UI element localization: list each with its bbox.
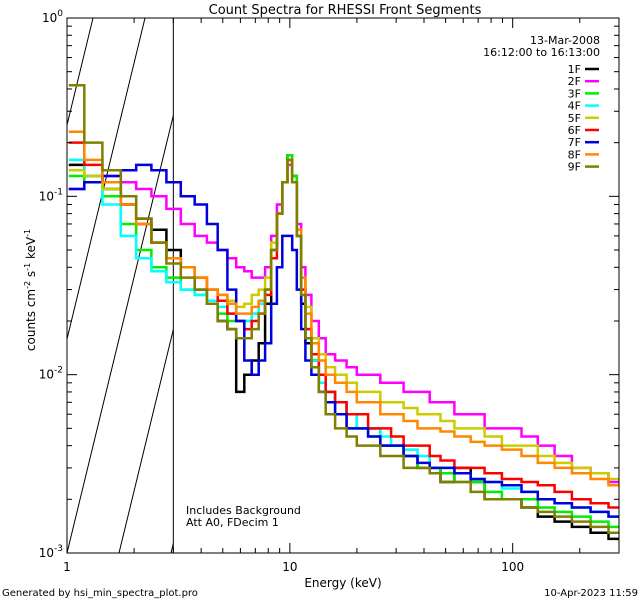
legend-label-9f: 9F (568, 161, 581, 174)
x-tick-label-10: 10 (282, 560, 297, 574)
legend-time-range: 16:12:00 to 16:13:00 (483, 46, 600, 59)
hatch-line (170, 541, 174, 553)
series-group (68, 83, 619, 541)
series-line-5f (68, 158, 619, 481)
legend-label-1f: 1F (568, 63, 581, 76)
series-line-3f (68, 153, 619, 529)
footer-date: 10-Apr-2023 11:59 (544, 588, 638, 599)
y-tick-label: 10-2 (39, 366, 63, 382)
hatch-line (275, 18, 405, 553)
y-tick-labels: 10-3 10-2 10-1 100 (39, 9, 64, 560)
legend-label-2f: 2F (568, 75, 581, 88)
series-line-7f (68, 163, 619, 518)
x-tick-label-1: 1 (63, 560, 71, 574)
series-line-2f (68, 163, 619, 484)
plot-frame (66, 17, 620, 554)
legend-date: 13-Mar-2008 (530, 34, 600, 47)
y-tick-label: 10-3 (39, 544, 63, 560)
hatch-line (0, 18, 41, 553)
y-tick-label: 100 (42, 9, 63, 25)
legend-label-5f: 5F (568, 112, 581, 125)
series-line-8f (68, 130, 619, 487)
annotation-attenuator: Att A0, FDecim 1 (186, 516, 279, 529)
legend-label-7f: 7F (568, 136, 581, 149)
legend-label-8f: 8F (568, 148, 581, 161)
footer-generated-by: Generated by hsi_min_spectra_plot.pro (2, 588, 198, 599)
x-axis-label: Energy (keV) (304, 576, 381, 590)
legend-label-3f: 3F (568, 87, 581, 100)
annotation-background: Includes Background (186, 504, 301, 517)
hatch-line (223, 18, 353, 553)
series-line-9f (68, 83, 619, 534)
chart-title: Count Spectra for RHESSI Front Segments (209, 3, 482, 18)
hatched-region (0, 18, 405, 553)
y-tick-label: 10-1 (39, 187, 63, 203)
y-axis-label: counts cm-2 s-1 keV-1 (23, 229, 38, 351)
hatch-line (67, 18, 146, 342)
axis-ticks (66, 17, 620, 554)
hatch-line (118, 327, 174, 553)
legend-label-6f: 6F (568, 124, 581, 137)
x-tick-label-100: 100 (501, 560, 524, 574)
legend-label-4f: 4F (568, 100, 581, 113)
hatch-line (67, 113, 174, 553)
hatch-line (67, 18, 94, 128)
